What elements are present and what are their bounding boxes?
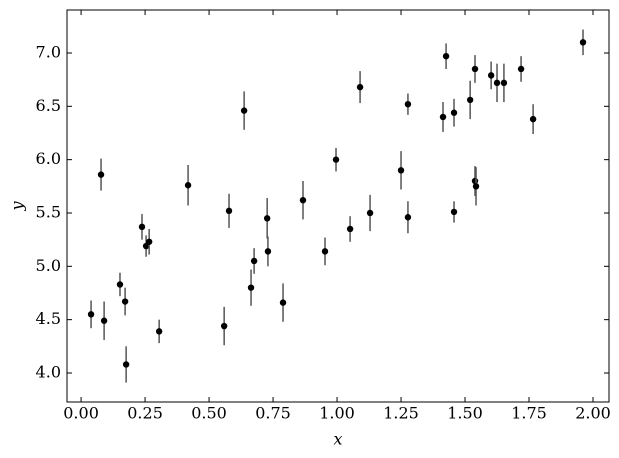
point [493, 79, 501, 87]
x-tick-label: 0.25 [127, 404, 163, 423]
point [404, 214, 412, 221]
point [500, 79, 508, 87]
y-tick-label: 6.5 [36, 96, 61, 115]
point [220, 322, 228, 330]
x-tick-label: 0.75 [255, 404, 291, 423]
y-axis-label: y [8, 201, 27, 212]
y-tick-label: 4.5 [36, 309, 61, 328]
point [332, 156, 340, 163]
point [471, 65, 479, 73]
point [366, 209, 374, 217]
point [439, 113, 447, 121]
point [397, 167, 405, 174]
x-tick-label: 1.50 [447, 404, 483, 423]
point [97, 171, 105, 178]
point [471, 177, 479, 185]
x-tick-label: 1.25 [383, 404, 419, 423]
y-tick-label: 7.0 [36, 42, 61, 61]
point [263, 215, 271, 222]
point [87, 311, 95, 318]
point [529, 115, 537, 123]
plot-frame [66, 9, 610, 403]
point [121, 298, 129, 305]
x-tick-label: 2.00 [575, 404, 611, 423]
point [579, 39, 587, 46]
y-tick-label: 4.0 [36, 362, 61, 381]
x-axis-label: x [333, 430, 342, 449]
point [299, 196, 307, 204]
point [264, 248, 272, 255]
point [356, 83, 364, 91]
point [145, 238, 153, 245]
point [122, 361, 130, 368]
x-tick-label: 1.00 [319, 404, 355, 423]
y-tick-label: 5.0 [36, 256, 61, 275]
x-tick-label: 0.50 [191, 404, 227, 423]
x-tick-label: 1.75 [511, 404, 547, 423]
point [321, 248, 329, 255]
point [346, 225, 354, 233]
point [450, 208, 458, 216]
point [279, 299, 287, 306]
point [450, 109, 458, 116]
point [517, 65, 525, 73]
point [487, 72, 495, 79]
point [404, 100, 412, 108]
point [247, 284, 255, 291]
point [466, 96, 474, 104]
point [138, 223, 146, 231]
x-tick-label: 0.00 [63, 404, 99, 423]
point [250, 257, 258, 265]
point [240, 107, 248, 114]
point [155, 328, 163, 335]
point [100, 317, 108, 324]
point [472, 183, 480, 190]
y-tick-label: 6.0 [36, 149, 61, 168]
point [225, 207, 233, 215]
point [116, 281, 124, 288]
point [442, 52, 450, 60]
y-tick-label: 5.5 [36, 202, 61, 221]
point [184, 182, 192, 189]
